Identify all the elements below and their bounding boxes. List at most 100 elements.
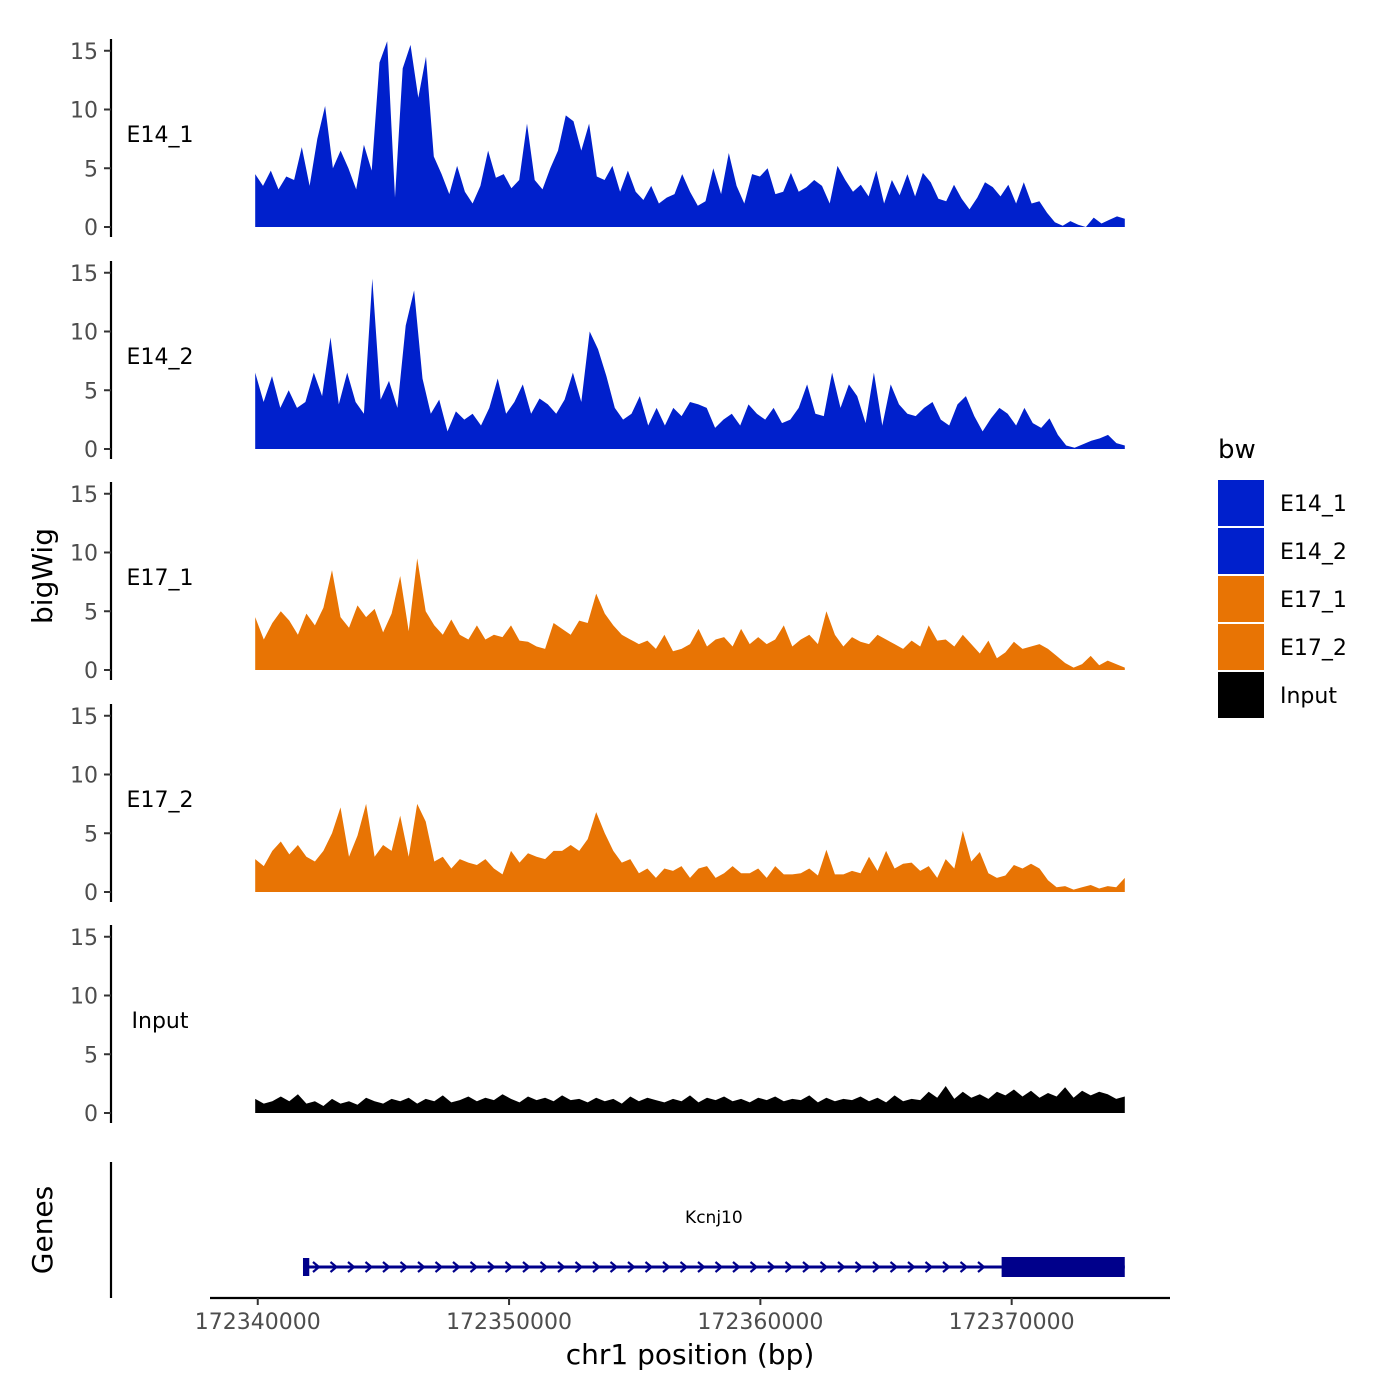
gene-utr-exon [302,1258,310,1276]
gene-cds-exon [1001,1257,1125,1277]
y-tick-label: 0 [84,659,98,684]
strand-arrow [802,1261,811,1273]
strand-arrow [434,1261,444,1273]
strand-arrow [469,1261,479,1273]
y-tick-label: 0 [84,881,98,906]
strand-arrow [539,1261,549,1273]
strand-arrow [399,1261,409,1273]
track-E17_2: 0 5 10 15 E17_2 [70,704,1125,906]
coverage-area-E17_1 [255,558,1125,670]
strand-arrow [644,1261,654,1273]
x-tick-label: 172360000 [697,1310,823,1335]
strand-arrow [872,1261,881,1273]
track-label: E17_2 [127,788,194,813]
legend: bw E14_1 E14_2 E17_1 E17_2 Input [1218,435,1347,718]
coverage-area-E14_1 [255,41,1125,227]
gene-track: Kcnj10 [109,1162,1125,1298]
strand-arrow [924,1261,934,1273]
legend-label-E17_1: E17_1 [1280,588,1347,613]
strand-arrow [382,1261,391,1273]
strand-arrow [819,1261,829,1273]
y-tick-label: 0 [84,438,98,463]
track-Input: 0 5 10 15 Input [70,925,1125,1127]
strand-arrow [837,1261,846,1273]
strand-arrow [609,1261,619,1273]
strand-arrow [942,1261,951,1273]
strand-arrow [574,1261,584,1273]
strand-arrow [977,1261,986,1273]
strand-arrow [522,1261,531,1273]
gene-model [302,1257,1125,1277]
strand-arrow [679,1261,689,1273]
x-tick-label: 172340000 [195,1310,321,1335]
strand-arrow [714,1261,724,1273]
strand-arrow [364,1261,374,1273]
strand-arrow [732,1261,741,1273]
x-axis-title: chr1 position (bp) [566,1338,815,1371]
y-tick-label: 5 [84,600,98,625]
legend-label-E14_2: E14_2 [1280,540,1347,565]
strand-arrow [592,1261,601,1273]
legend-label-Input: Input [1280,684,1337,709]
strand-arrow [767,1261,776,1273]
strand-arrow [329,1261,339,1273]
y-tick-label: 0 [84,216,98,241]
y-tick-label: 0 [84,1102,98,1127]
strand-arrow [504,1261,514,1273]
track-E14_2: 0 5 10 15 E14_2 [70,261,1125,463]
track-label: E17_1 [127,566,194,591]
y-tick-label: 15 [70,926,98,951]
legend-key-E17_1 [1218,576,1264,622]
track-E17_1: 0 5 10 15 E17_1 [70,482,1125,684]
track-label: E14_2 [127,345,194,370]
coverage-area-E14_2 [255,278,1125,449]
y-tick-label: 5 [84,1043,98,1068]
strand-arrow [662,1261,671,1273]
y-axis-title: bigWig [26,528,59,624]
strand-arrow [907,1261,916,1273]
strand-arrow [627,1261,636,1273]
tracks-layer: 0 5 10 15 E14_1 0 5 10 15 E14_2 0 5 10 15 E17_1 0 5 10 15 E… [70,39,1125,1127]
strand-arrow [854,1261,864,1273]
y-tick-label: 15 [70,262,98,287]
strand-arrow [889,1261,899,1273]
coverage-area-E17_2 [255,803,1125,892]
y-tick-label: 10 [70,985,98,1010]
legend-label-E14_1: E14_1 [1280,492,1347,517]
x-tick-label: 172350000 [446,1310,572,1335]
strand-arrow [347,1261,356,1273]
y-tick-label: 15 [70,483,98,508]
y-tick-label: 5 [84,379,98,404]
strand-arrow [697,1261,706,1273]
y-tick-label: 10 [70,99,98,124]
legend-label-E17_2: E17_2 [1280,636,1347,661]
gene-label: Kcnj10 [685,1208,743,1228]
strand-arrow [749,1261,759,1273]
strand-arrow [417,1261,426,1273]
strand-arrow [557,1261,566,1273]
x-tick-label: 172370000 [949,1310,1075,1335]
y-tick-label: 5 [84,822,98,847]
x-axis: 172340000 172350000 172360000 172370000 [195,1296,1170,1335]
legend-key-E14_2 [1218,528,1264,574]
legend-key-E14_1 [1218,480,1264,526]
legend-key-E17_2 [1218,624,1264,670]
legend-key-Input [1218,672,1264,718]
y-tick-label: 15 [70,40,98,65]
strand-arrow [452,1261,461,1273]
genes-axis-title: Genes [26,1186,59,1274]
track-E14_1: 0 5 10 15 E14_1 [70,39,1125,241]
legend-title: bw [1218,435,1256,465]
y-tick-label: 10 [70,764,98,789]
y-tick-label: 10 [70,321,98,346]
track-label: E14_1 [127,123,194,148]
y-tick-label: 5 [84,157,98,182]
y-tick-label: 10 [70,542,98,567]
track-label: Input [132,1009,189,1034]
strand-arrow [959,1261,969,1273]
y-tick-label: 15 [70,705,98,730]
coverage-area-Input [255,1086,1125,1113]
strand-arrow [784,1261,794,1273]
strand-arrow [312,1261,321,1273]
